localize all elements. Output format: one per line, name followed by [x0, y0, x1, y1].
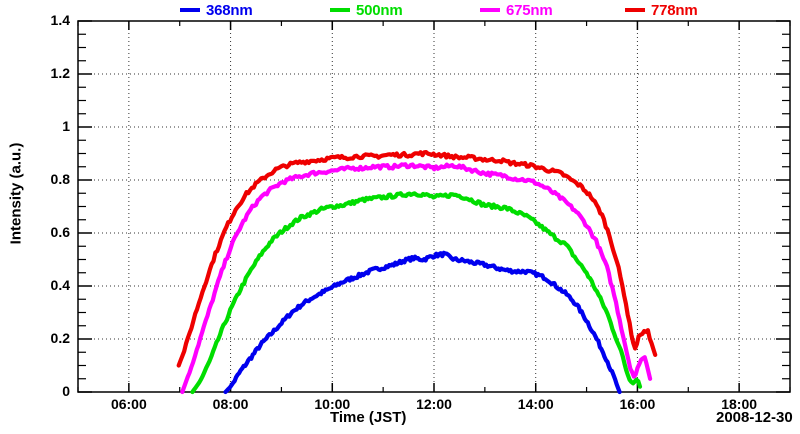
plot-frame [77, 20, 791, 393]
legend-swatch-icon [330, 8, 350, 12]
legend-swatch-icon [625, 8, 645, 12]
y-tick-label: 1.2 [50, 65, 70, 81]
legend-swatch-icon [180, 8, 200, 12]
y-tick-label: 0.8 [50, 171, 70, 187]
legend-swatch-icon [480, 8, 500, 12]
legend-item-368nm[interactable]: 368nm [180, 0, 253, 20]
y-tick-label: 0.2 [50, 330, 70, 346]
legend-item-label: 675nm [506, 1, 553, 19]
x-tick-label: 16:00 [619, 396, 656, 412]
x-tick-label: 08:00 [212, 396, 249, 412]
legend-item-label: 500nm [356, 1, 403, 19]
x-axis-title: Time (JST) [330, 409, 407, 426]
series-line-500nm[interactable] [190, 191, 643, 395]
x-tick-label: 18:00 [721, 396, 758, 412]
series-line-675nm[interactable] [180, 162, 653, 395]
legend-item-label: 778nm [651, 1, 698, 19]
legend-item-675nm[interactable]: 675nm [480, 0, 553, 20]
legend-item-500nm[interactable]: 500nm [330, 0, 403, 20]
x-tick-label: 10:00 [314, 396, 351, 412]
date-annotation: 2008-12-30 [716, 409, 793, 426]
chart-legend: 368nm 500nm 675nm 778nm [0, 0, 800, 20]
series-line-778nm[interactable] [176, 150, 658, 368]
series-line-368nm[interactable] [223, 250, 622, 395]
y-tick-label: 1 [62, 118, 70, 134]
y-tick-label: 1.4 [50, 12, 70, 28]
legend-item-778nm[interactable]: 778nm [625, 0, 698, 20]
x-tick-label: 12:00 [416, 396, 452, 412]
legend-item-label: 368nm [206, 1, 253, 19]
y-tick-label: 0.6 [50, 224, 70, 240]
x-tick-label: 06:00 [110, 396, 147, 412]
y-axis-title: Intensity (a.u.) [7, 142, 25, 245]
y-tick-label: 0.4 [50, 277, 70, 293]
y-tick-label: 0 [62, 383, 70, 399]
x-tick-label: 14:00 [517, 396, 554, 412]
